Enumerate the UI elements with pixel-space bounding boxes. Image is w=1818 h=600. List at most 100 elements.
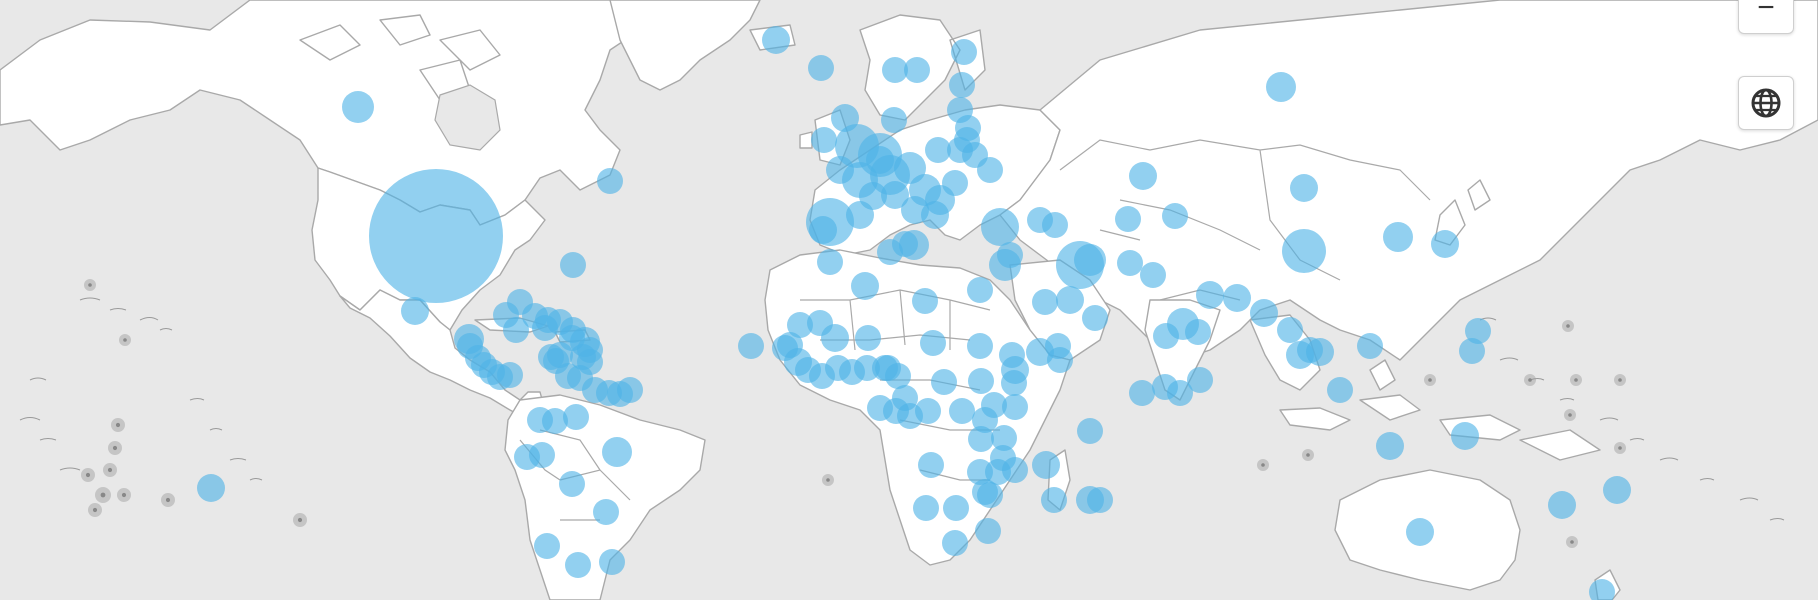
map-bubble[interactable] bbox=[991, 425, 1017, 451]
map-bubble[interactable] bbox=[881, 181, 909, 209]
map-bubble[interactable] bbox=[514, 444, 540, 470]
map-bubble[interactable] bbox=[915, 398, 941, 424]
map-bubble[interactable] bbox=[599, 549, 625, 575]
map-bubble[interactable] bbox=[1282, 229, 1326, 273]
map-bubble[interactable] bbox=[809, 216, 837, 244]
map-bubble[interactable] bbox=[565, 552, 591, 578]
map-bubble[interactable] bbox=[881, 107, 907, 133]
map-bubble[interactable] bbox=[1056, 286, 1084, 314]
map-bubble[interactable] bbox=[1129, 162, 1157, 190]
map-bubble[interactable] bbox=[967, 333, 993, 359]
map-bubble[interactable] bbox=[1185, 319, 1211, 345]
map-bubble[interactable] bbox=[1383, 222, 1413, 252]
map-bubble[interactable] bbox=[872, 355, 898, 381]
map-bubble[interactable] bbox=[1077, 418, 1103, 444]
map-bubble[interactable] bbox=[369, 169, 503, 303]
map-bubble[interactable] bbox=[1603, 476, 1631, 504]
map-bubble[interactable] bbox=[975, 518, 1001, 544]
map-bubble[interactable] bbox=[1001, 370, 1027, 396]
map-bubble[interactable] bbox=[968, 426, 994, 452]
map-bubble[interactable] bbox=[1042, 212, 1068, 238]
map-bubble[interactable] bbox=[947, 97, 973, 123]
map-bubble[interactable] bbox=[597, 168, 623, 194]
map-bubble[interactable] bbox=[1406, 518, 1434, 546]
map-bubble[interactable] bbox=[981, 208, 1019, 246]
map-bubble[interactable] bbox=[777, 332, 803, 358]
map-bubble[interactable] bbox=[920, 330, 946, 356]
map-bubble[interactable] bbox=[943, 495, 969, 521]
map-bubble[interactable] bbox=[846, 201, 874, 229]
map-bubble[interactable] bbox=[738, 333, 764, 359]
map-bubble[interactable] bbox=[1548, 491, 1576, 519]
map-bubble[interactable] bbox=[538, 344, 564, 370]
map-bubble[interactable] bbox=[1129, 380, 1155, 406]
map-bubble[interactable] bbox=[817, 249, 843, 275]
map-bubble[interactable] bbox=[1223, 284, 1251, 312]
map-bubble[interactable] bbox=[942, 530, 968, 556]
map-bubble[interactable] bbox=[1002, 457, 1028, 483]
map-bubble[interactable] bbox=[1290, 174, 1318, 202]
map-bubble[interactable] bbox=[1357, 333, 1383, 359]
map-bubble[interactable] bbox=[921, 201, 949, 229]
map-bubble[interactable] bbox=[1327, 377, 1353, 403]
map-bubble[interactable] bbox=[967, 459, 993, 485]
map-bubble[interactable] bbox=[1032, 289, 1058, 315]
map-bubble[interactable] bbox=[1306, 338, 1334, 366]
map-bubble[interactable] bbox=[1074, 244, 1106, 276]
map-bubble[interactable] bbox=[602, 437, 632, 467]
globe-view-button[interactable] bbox=[1738, 76, 1794, 130]
map-bubble[interactable] bbox=[1465, 318, 1491, 344]
map-bubble[interactable] bbox=[912, 288, 938, 314]
map-bubble[interactable] bbox=[497, 362, 523, 388]
map-bubble[interactable] bbox=[1167, 380, 1193, 406]
map-bubble[interactable] bbox=[811, 127, 837, 153]
map-bubble[interactable] bbox=[1196, 281, 1224, 309]
map-bubble[interactable] bbox=[967, 277, 993, 303]
map-bubble[interactable] bbox=[563, 404, 589, 430]
map-bubble[interactable] bbox=[559, 471, 585, 497]
map-bubble[interactable] bbox=[913, 495, 939, 521]
map-bubble[interactable] bbox=[1451, 422, 1479, 450]
map-bubble[interactable] bbox=[951, 39, 977, 65]
map-bubble[interactable] bbox=[867, 395, 893, 421]
map-bubble[interactable] bbox=[968, 368, 994, 394]
zoom-out-button[interactable]: − bbox=[1738, 0, 1794, 34]
map-bubble[interactable] bbox=[949, 398, 975, 424]
map-bubble[interactable] bbox=[787, 312, 813, 338]
map-bubble[interactable] bbox=[1589, 579, 1615, 600]
map-bubble[interactable] bbox=[560, 252, 586, 278]
map-bubble[interactable] bbox=[925, 137, 951, 163]
map-bubble[interactable] bbox=[808, 55, 834, 81]
map-bubble[interactable] bbox=[904, 57, 930, 83]
map-bubble[interactable] bbox=[1153, 323, 1179, 349]
map-bubble[interactable] bbox=[1459, 338, 1485, 364]
map-bubble[interactable] bbox=[1002, 394, 1028, 420]
map-bubble[interactable] bbox=[1032, 451, 1060, 479]
map-bubble[interactable] bbox=[997, 242, 1023, 268]
map-bubble[interactable] bbox=[542, 408, 568, 434]
map-bubble[interactable] bbox=[197, 474, 225, 502]
map-bubble[interactable] bbox=[877, 239, 903, 265]
map-bubble[interactable] bbox=[942, 170, 968, 196]
map-bubble[interactable] bbox=[617, 377, 643, 403]
map-bubble[interactable] bbox=[854, 355, 880, 381]
map-bubble[interactable] bbox=[949, 72, 975, 98]
map-bubble[interactable] bbox=[882, 57, 908, 83]
map-bubble[interactable] bbox=[534, 533, 560, 559]
map-bubble[interactable] bbox=[1277, 317, 1303, 343]
map-bubble[interactable] bbox=[1266, 72, 1296, 102]
map-bubble[interactable] bbox=[1140, 262, 1166, 288]
map-bubble[interactable] bbox=[1115, 206, 1141, 232]
map-bubble[interactable] bbox=[1187, 367, 1213, 393]
map-bubble[interactable] bbox=[1117, 250, 1143, 276]
map-bubble[interactable] bbox=[1162, 203, 1188, 229]
map-bubble[interactable] bbox=[1431, 230, 1459, 258]
map-bubble[interactable] bbox=[962, 142, 988, 168]
map-bubble[interactable] bbox=[899, 230, 929, 260]
map-bubble[interactable] bbox=[593, 499, 619, 525]
map-bubble[interactable] bbox=[851, 272, 879, 300]
map-bubble[interactable] bbox=[855, 325, 881, 351]
map-bubble[interactable] bbox=[401, 297, 429, 325]
